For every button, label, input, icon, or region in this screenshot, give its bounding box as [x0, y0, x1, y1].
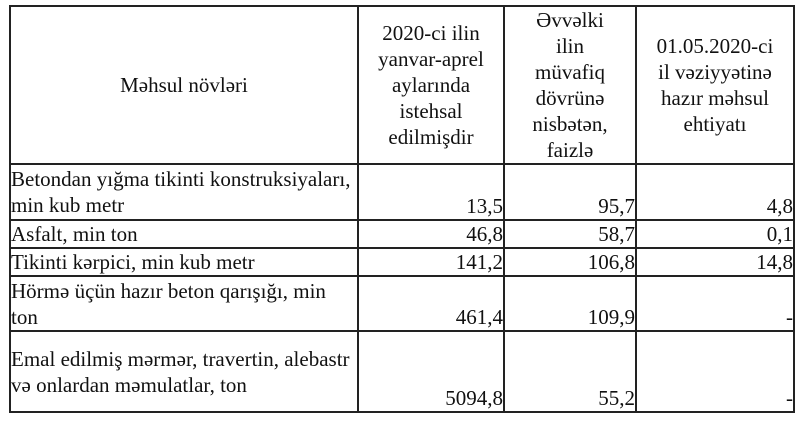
stock-value-cell: 4,8	[635, 163, 795, 221]
produced-value-cell: 461,4	[357, 275, 505, 332]
product-name-cell: Tikinti kərpici, min kub metr	[9, 247, 359, 277]
table-row: Tikinti kərpici, min kub metr 141,2 106,…	[9, 247, 795, 277]
table-row: Betondan yığma tikinti konstruksiyaları,…	[9, 163, 795, 221]
percent-value-cell: 95,7	[503, 163, 637, 221]
header-row: Məhsul növləri 2020-ci ilin yanvar-aprel…	[9, 5, 795, 165]
column-header-stock-01-05-2020: 01.05.2020-ci il vəziyyətinə hazır məhsu…	[635, 5, 795, 165]
table-row: Hörmə üçün hazır beton qarışığı, min ton…	[9, 275, 795, 332]
table-row: Asfalt, min ton 46,8 58,7 0,1	[9, 219, 795, 249]
production-table: Məhsul növləri 2020-ci ilin yanvar-aprel…	[9, 5, 795, 413]
produced-value-cell: 46,8	[357, 219, 505, 249]
product-name-cell: Betondan yığma tikinti konstruksiyaları,…	[9, 163, 359, 221]
column-header-produced-2020: 2020-ci ilin yanvar-aprel aylarında iste…	[357, 5, 505, 165]
product-name-cell: Emal edilmiş mərmər, travertin, alebastr…	[9, 330, 359, 413]
produced-value-cell: 141,2	[357, 247, 505, 277]
product-name-cell: Hörmə üçün hazır beton qarışığı, min ton	[9, 275, 359, 332]
stock-value-cell: -	[635, 275, 795, 332]
percent-value-cell: 55,2	[503, 330, 637, 413]
produced-value-cell: 13,5	[357, 163, 505, 221]
table-row: Emal edilmiş mərmər, travertin, alebastr…	[9, 330, 795, 413]
percent-value-cell: 106,8	[503, 247, 637, 277]
column-header-product-types: Məhsul növləri	[9, 5, 359, 165]
stock-value-cell: 0,1	[635, 219, 795, 249]
product-name-cell: Asfalt, min ton	[9, 219, 359, 249]
produced-value-cell: 5094,8	[357, 330, 505, 413]
column-header-percent-previous-year: Əvvəlki ilin müvafiq dövrünə nisbətən, f…	[503, 5, 637, 165]
stock-value-cell: 14,8	[635, 247, 795, 277]
stock-value-cell: -	[635, 330, 795, 413]
table-container: Məhsul növləri 2020-ci ilin yanvar-aprel…	[9, 5, 795, 413]
percent-value-cell: 109,9	[503, 275, 637, 332]
percent-value-cell: 58,7	[503, 219, 637, 249]
